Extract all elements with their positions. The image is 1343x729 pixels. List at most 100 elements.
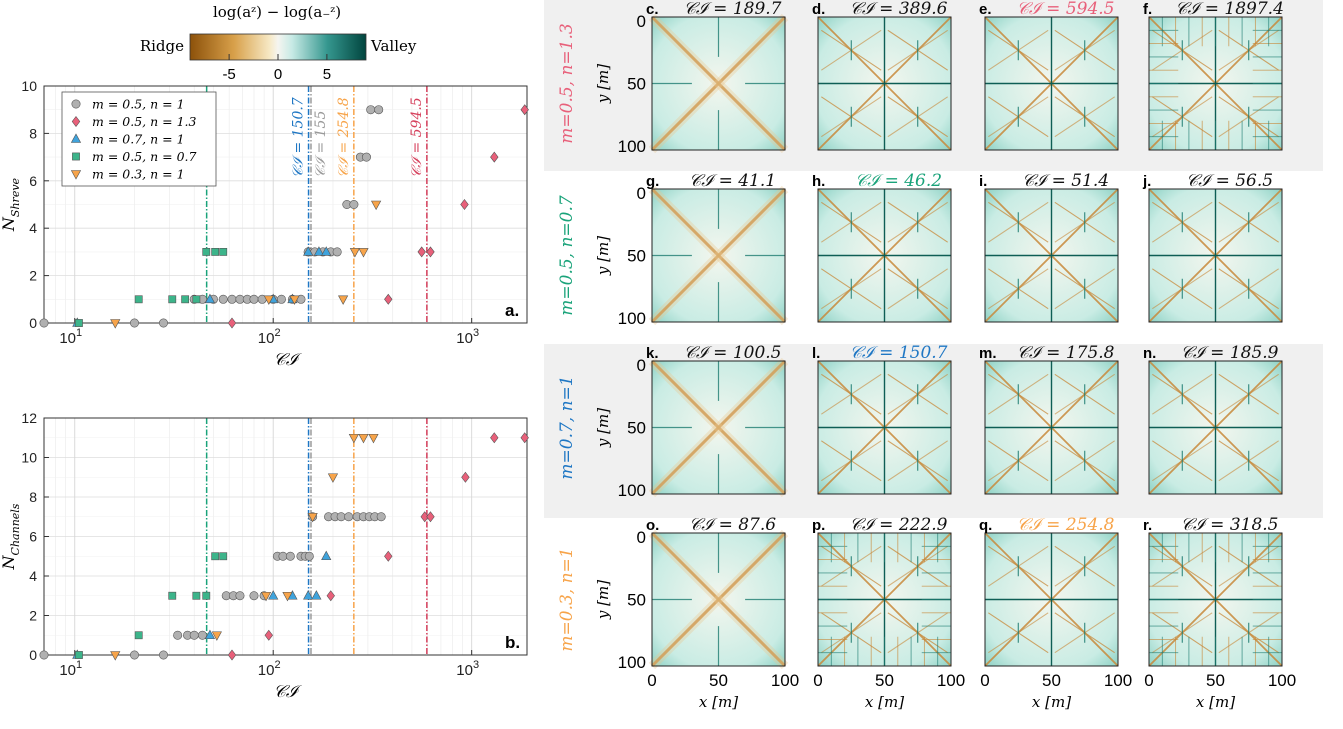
ridge-glow (648, 13, 789, 154)
data-point (490, 151, 499, 163)
panel-title: 𝒞ℐ = 318.5 (1180, 515, 1278, 535)
data-point (202, 248, 211, 256)
y-tick-label: 4 (29, 568, 37, 584)
panel-title: 𝒞ℐ = 185.9 (1180, 343, 1278, 363)
heatmap-cell (984, 532, 1119, 667)
heatmap-y-label: y [m] (594, 580, 612, 620)
data-point (211, 552, 220, 561)
data-point (264, 629, 273, 641)
data-point (192, 591, 201, 600)
y-tick-label: 4 (29, 220, 37, 236)
data-point (426, 511, 435, 523)
data-point (173, 630, 183, 640)
legend-item: m = 0.5, n = 1.3 (71, 114, 196, 129)
heatmap-cell (1148, 360, 1283, 495)
data-point (420, 511, 429, 523)
series-5 (110, 200, 382, 329)
ridge-line (650, 359, 787, 496)
data-point (189, 630, 199, 640)
reference-line-label: 𝒞ℐ = 254.8 (336, 97, 352, 178)
heatmap-frame (1148, 360, 1283, 495)
ridge-glow (648, 529, 789, 670)
panel-tag: f. (1143, 1, 1152, 18)
data-point (192, 295, 201, 304)
y-tick-label: 2 (29, 268, 37, 284)
colorbar-tick-label: 5 (323, 66, 331, 83)
heatmap-y-tick: 100 (618, 309, 646, 328)
heatmap-y-tick: 100 (618, 137, 646, 156)
panel-title: 𝒞ℐ = 222.9 (849, 515, 947, 535)
heatmap-y-tick: 100 (618, 481, 646, 500)
data-point (204, 293, 216, 304)
data-point (326, 590, 335, 602)
data-point (282, 591, 293, 602)
heatmap-frame (817, 360, 952, 495)
data-point (211, 631, 222, 641)
heatmap-x-tick: 0 (980, 671, 989, 690)
heatmap-frame (817, 188, 952, 323)
legend: m = 0.5, n = 1 m = 0.5, n = 1.3 m = 0.7, n… (61, 91, 217, 187)
ridge-glow (648, 13, 789, 154)
data-point (361, 152, 371, 162)
data-point (219, 248, 228, 256)
heatmap-y-label: y [m] (594, 64, 612, 104)
heatmap-frame (1148, 188, 1283, 323)
data-point (490, 432, 499, 444)
panel-tag: d. (812, 1, 825, 18)
data-point (260, 591, 272, 602)
legend-label: m = 0.3, n = 1 (92, 167, 185, 182)
data-point (303, 590, 314, 600)
ridge-line (650, 531, 787, 668)
heatmap-x-tick: 0 (813, 671, 822, 690)
heatmap-y-label: y [m] (594, 236, 612, 276)
y-tick-label: 0 (29, 647, 37, 663)
data-point (338, 295, 349, 305)
data-point (384, 550, 393, 562)
heatmap-frame (984, 532, 1119, 667)
data-point (304, 551, 314, 561)
data-point (211, 248, 220, 256)
data-point (227, 317, 237, 329)
legend-item: m = 0.7, n = 1 (70, 132, 185, 147)
panel-tag: n. (1143, 345, 1156, 362)
colorbar-left-label: Ridge (140, 37, 184, 55)
data-point (39, 318, 49, 328)
panel-tag: i. (979, 173, 987, 190)
ridge-glow (648, 357, 789, 498)
data-point (249, 591, 259, 601)
y-tick-label: 8 (29, 125, 37, 141)
heatmap-x-tick: 50 (875, 671, 894, 690)
y-tick-label: 10 (21, 78, 37, 94)
panel-title: 𝒞ℐ = 41.1 (689, 171, 776, 191)
panel-tag: r. (1143, 517, 1152, 534)
data-point (129, 318, 139, 328)
x-tick-label: 103 (456, 327, 479, 347)
panel-tag: k. (646, 345, 659, 362)
y-axis-label: NChannels (0, 503, 22, 570)
data-point (321, 246, 332, 256)
data-point (75, 651, 83, 659)
data-point (110, 319, 121, 329)
ridge-line (650, 187, 787, 324)
colorbar-tick-label: 0 (274, 66, 282, 83)
series-5 (110, 433, 379, 661)
data-point (134, 631, 143, 640)
panel-tag: a. (505, 301, 519, 320)
data-point (311, 590, 322, 600)
data-point (227, 649, 237, 661)
heatmap-cell (648, 185, 789, 326)
data-point (285, 551, 295, 561)
row-label: m=0.5, n=0.7 (557, 195, 577, 316)
panel-title: 𝒞ℐ = 1897.4 (1175, 0, 1284, 19)
heatmap-x-tick: 50 (1206, 671, 1225, 690)
panel-tag: q. (979, 517, 992, 534)
heatmap-x-tick: 100 (1268, 671, 1296, 690)
data-point (366, 105, 376, 115)
panel-title: 𝒞ℐ = 150.7 (849, 343, 947, 363)
data-point (219, 552, 228, 561)
x-axis-label: 𝒞ℐ (273, 682, 302, 702)
heatmap-x-tick: 100 (1104, 671, 1132, 690)
y-tick-label: 6 (29, 529, 37, 545)
series-2 (227, 104, 529, 329)
data-point (168, 591, 177, 600)
